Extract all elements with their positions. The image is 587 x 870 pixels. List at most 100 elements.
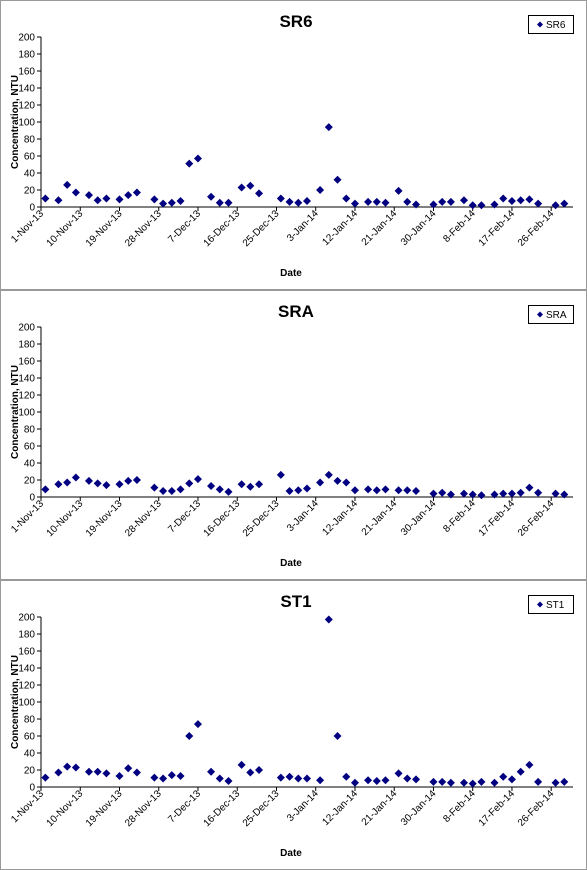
data-point <box>224 487 233 496</box>
data-point <box>167 487 176 496</box>
data-point <box>124 764 133 773</box>
y-tick-label: 60 <box>24 732 36 743</box>
panel-frame <box>0 580 587 870</box>
data-point <box>303 774 311 783</box>
data-point <box>316 776 325 785</box>
data-point <box>54 768 63 777</box>
data-point <box>185 159 194 168</box>
data-point <box>438 488 447 497</box>
data-point <box>468 779 477 788</box>
data-point <box>534 488 543 497</box>
chart-title: SR6 <box>279 12 312 31</box>
data-point <box>468 201 477 210</box>
y-tick-label: 40 <box>24 459 36 470</box>
y-tick-label: 160 <box>18 67 35 78</box>
data-point <box>446 490 455 499</box>
data-point <box>224 198 233 207</box>
data-point <box>459 778 468 787</box>
data-point <box>207 192 216 201</box>
data-point <box>132 188 141 197</box>
data-point <box>207 767 216 776</box>
data-point <box>54 480 63 489</box>
data-point <box>63 762 72 771</box>
data-point <box>468 490 477 499</box>
panel-frame <box>0 0 587 290</box>
data-point <box>207 481 216 490</box>
data-point <box>255 189 264 198</box>
data-point <box>412 775 421 784</box>
data-point <box>372 486 381 495</box>
y-tick-label: 60 <box>24 152 36 163</box>
data-point <box>193 154 202 163</box>
data-point <box>534 777 543 786</box>
data-point <box>237 760 246 769</box>
data-point <box>560 490 569 499</box>
data-point <box>150 773 159 782</box>
data-point <box>324 615 333 624</box>
x-axis-label: Date <box>280 558 302 569</box>
y-tick-label: 80 <box>24 715 36 726</box>
y-tick-label: 100 <box>18 408 35 419</box>
data-point <box>246 181 255 190</box>
data-point <box>237 480 246 489</box>
y-axis-label: Concentration, NTU <box>10 365 21 459</box>
legend-marker <box>537 601 543 608</box>
data-point <box>477 491 486 500</box>
y-tick-label: 200 <box>18 33 35 44</box>
y-tick-label: 100 <box>18 118 35 129</box>
data-point <box>84 767 93 776</box>
data-point <box>150 483 159 492</box>
legend-label: ST1 <box>546 600 565 611</box>
y-tick-label: 200 <box>18 613 35 624</box>
data-point <box>516 767 525 776</box>
data-point <box>403 774 412 783</box>
data-point <box>124 476 133 485</box>
panel-frame <box>0 290 587 580</box>
data-point <box>193 720 202 729</box>
data-point <box>525 195 534 204</box>
data-point <box>167 198 176 207</box>
data-point <box>124 191 133 200</box>
y-tick-label: 120 <box>18 681 35 692</box>
data-point <box>246 768 255 777</box>
data-point <box>93 767 102 776</box>
data-point <box>316 478 325 487</box>
data-point <box>381 776 390 785</box>
data-point <box>255 480 264 489</box>
data-point <box>507 489 516 498</box>
data-point <box>285 197 294 206</box>
data-point <box>41 485 50 494</box>
data-point <box>54 196 63 205</box>
chart-panel: ST10204060801001201401601802001-Nov-1310… <box>0 580 587 870</box>
data-point <box>394 186 403 195</box>
data-point <box>159 774 168 783</box>
data-point <box>93 479 102 488</box>
data-point <box>364 197 373 206</box>
x-axis-label: Date <box>280 268 302 279</box>
data-point <box>215 774 224 783</box>
data-point <box>459 489 468 498</box>
data-point <box>215 485 224 494</box>
data-point <box>41 194 50 203</box>
data-point <box>525 483 534 492</box>
data-point <box>276 470 285 479</box>
data-point <box>490 778 499 787</box>
data-point <box>350 486 359 495</box>
y-tick-label: 160 <box>18 647 35 658</box>
y-tick-label: 160 <box>18 357 35 368</box>
data-point <box>516 488 525 497</box>
data-point <box>446 778 455 787</box>
y-tick-label: 120 <box>18 101 35 112</box>
data-point <box>551 201 560 210</box>
data-point <box>499 772 508 781</box>
data-point <box>176 771 185 780</box>
data-point <box>372 197 381 206</box>
y-axis-label: Concentration, NTU <box>10 655 21 749</box>
data-point <box>412 487 421 496</box>
data-point <box>364 485 373 494</box>
y-tick-label: 0 <box>29 493 35 504</box>
data-point <box>477 777 486 786</box>
data-point <box>185 732 194 740</box>
data-point <box>477 201 486 210</box>
data-point <box>551 489 560 498</box>
